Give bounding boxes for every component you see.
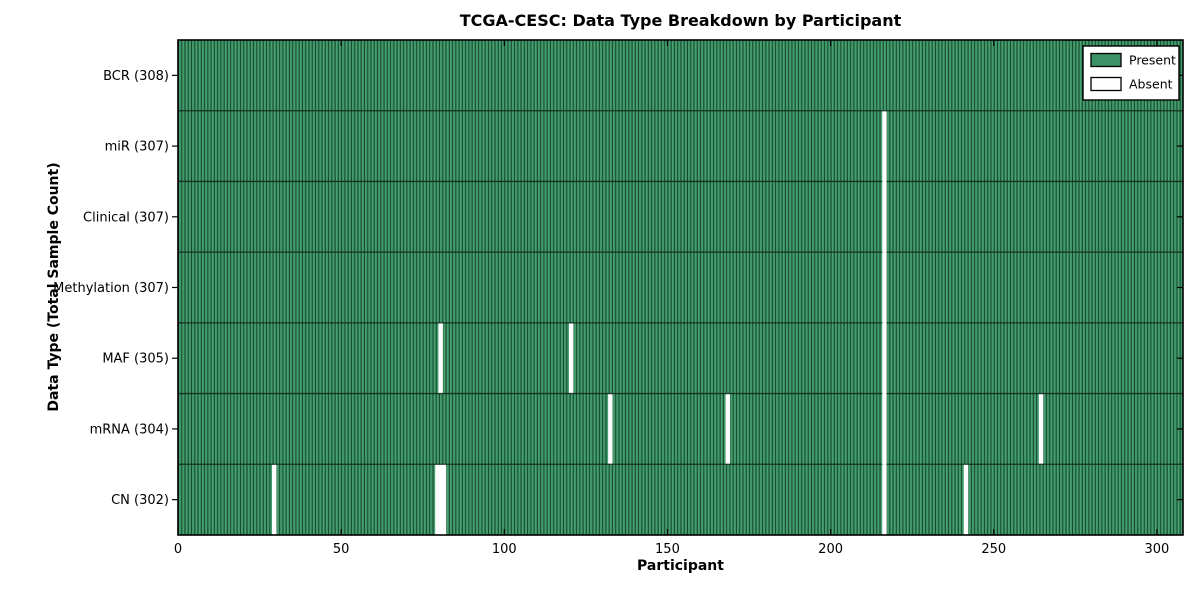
absent-gap-MAF xyxy=(568,322,574,394)
y-tick-label-CN: CN (302) xyxy=(111,493,169,508)
x-axis-label: Participant xyxy=(637,558,724,574)
x-tick-label: 200 xyxy=(818,542,843,557)
x-tick-label: 100 xyxy=(492,542,517,557)
absent-gap-mRNA xyxy=(1038,393,1044,465)
absent-gap-CN xyxy=(963,464,969,535)
legend-swatch-absent xyxy=(1090,76,1122,92)
y-tick-label-MAF: MAF (305) xyxy=(102,352,169,367)
absent-gap-mRNA xyxy=(608,393,613,465)
y-tick-label-Clinical: Clinical (307) xyxy=(83,210,169,225)
absent-gap-Clinical xyxy=(882,181,887,253)
absent-gap-mRNA xyxy=(882,393,887,465)
absent-gap-miR xyxy=(882,110,887,182)
absent-gap-CN xyxy=(882,464,887,535)
x-tick-label: 300 xyxy=(1144,542,1169,557)
y-tick-label-mRNA: mRNA (304) xyxy=(90,422,169,437)
legend-label-present: Present xyxy=(1129,53,1176,68)
x-tick-label: 150 xyxy=(655,542,680,557)
y-tick-label-miR: miR (307) xyxy=(105,140,169,155)
absent-gap-Methylation xyxy=(882,252,887,323)
absent-gap-mRNA xyxy=(725,393,731,465)
chart-title: TCGA-CESC: Data Type Breakdown by Partic… xyxy=(459,11,902,30)
absent-gap-CN xyxy=(435,464,447,535)
absent-gap-MAF xyxy=(882,322,887,394)
present-bars xyxy=(178,40,1183,535)
y-tick-label-BCR: BCR (308) xyxy=(103,69,169,84)
x-tick-label: 250 xyxy=(981,542,1006,557)
legend-swatch-present xyxy=(1090,52,1122,68)
absent-gap-MAF xyxy=(438,322,443,394)
legend-label-absent: Absent xyxy=(1129,77,1173,92)
y-axis-label: Data Type (Total Sample Count) xyxy=(46,162,62,412)
x-tick-label: 0 xyxy=(174,542,182,557)
y-tick-label-Methylation: Methylation (307) xyxy=(53,281,169,296)
x-tick-label: 50 xyxy=(333,542,350,557)
absent-gap-CN xyxy=(272,464,277,535)
